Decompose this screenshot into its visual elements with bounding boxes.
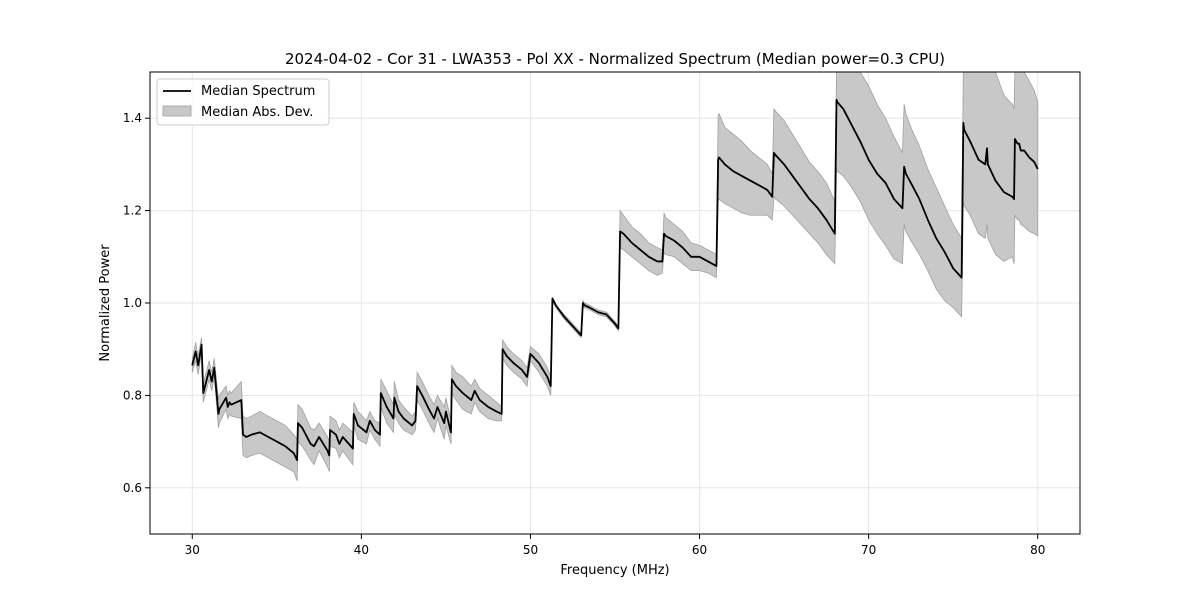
x-axis-ticks: 30 40 50 60 70 80 (185, 534, 1045, 557)
legend-entry-median-abs-dev: Median Abs. Dev. (201, 105, 313, 120)
y-tick-label: 0.8 (123, 388, 142, 402)
x-tick-label: 80 (1030, 543, 1045, 557)
y-tick-label: 1.2 (123, 204, 142, 218)
median-spectrum-line (191, 98, 1039, 461)
x-tick-label: 60 (692, 543, 707, 557)
legend-band-swatch (162, 105, 192, 117)
y-tick-label: 1.4 (123, 111, 142, 125)
plot-area (191, 72, 1039, 482)
legend-entry-median-spectrum: Median Spectrum (201, 84, 315, 99)
chart-title: 2024-04-02 - Cor 31 - LWA353 - Pol XX - … (285, 50, 945, 68)
legend-frame (156, 78, 330, 126)
x-tick-label: 50 (523, 543, 538, 557)
y-axis-label: Normalized Power (98, 244, 113, 362)
legend: Median Spectrum Median Abs. Dev. (156, 78, 330, 126)
x-tick-label: 40 (354, 543, 369, 557)
x-axis-label: Frequency (MHz) (560, 563, 669, 578)
median-abs-dev-band (191, 72, 1039, 482)
y-axis-ticks: 0.6 0.8 1.0 1.2 1.4 (123, 111, 150, 495)
y-tick-label: 1.0 (123, 296, 142, 310)
x-tick-label: 30 (185, 543, 200, 557)
y-tick-label: 0.6 (123, 481, 142, 495)
x-tick-label: 70 (861, 543, 876, 557)
